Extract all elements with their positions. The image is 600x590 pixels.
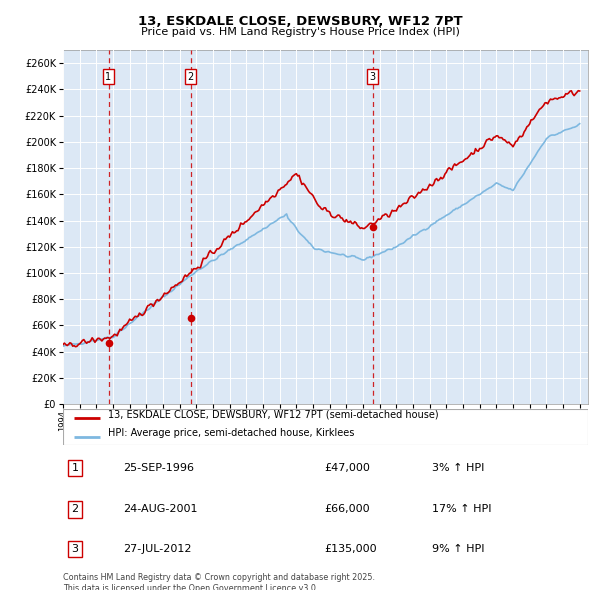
Text: 1: 1 [71,463,79,473]
Text: 3% ↑ HPI: 3% ↑ HPI [432,463,484,473]
Text: 27-JUL-2012: 27-JUL-2012 [123,544,191,554]
Text: £66,000: £66,000 [324,504,370,514]
Text: 13, ESKDALE CLOSE, DEWSBURY, WF12 7PT: 13, ESKDALE CLOSE, DEWSBURY, WF12 7PT [137,15,463,28]
Text: 3: 3 [370,72,376,81]
FancyBboxPatch shape [63,409,588,445]
Text: 25-SEP-1996: 25-SEP-1996 [123,463,194,473]
Text: Contains HM Land Registry data © Crown copyright and database right 2025.
This d: Contains HM Land Registry data © Crown c… [63,573,375,590]
Text: Price paid vs. HM Land Registry's House Price Index (HPI): Price paid vs. HM Land Registry's House … [140,27,460,37]
Text: 2: 2 [187,72,194,81]
Text: 9% ↑ HPI: 9% ↑ HPI [432,544,485,554]
Text: 13, ESKDALE CLOSE, DEWSBURY, WF12 7PT (semi-detached house): 13, ESKDALE CLOSE, DEWSBURY, WF12 7PT (s… [107,409,438,419]
Text: £135,000: £135,000 [324,544,377,554]
Text: 17% ↑ HPI: 17% ↑ HPI [432,504,491,514]
Text: 2: 2 [71,504,79,514]
Text: 24-AUG-2001: 24-AUG-2001 [123,504,197,514]
Text: HPI: Average price, semi-detached house, Kirklees: HPI: Average price, semi-detached house,… [107,428,354,438]
Text: 1: 1 [106,72,112,81]
Text: £47,000: £47,000 [324,463,370,473]
Text: 3: 3 [71,544,79,554]
